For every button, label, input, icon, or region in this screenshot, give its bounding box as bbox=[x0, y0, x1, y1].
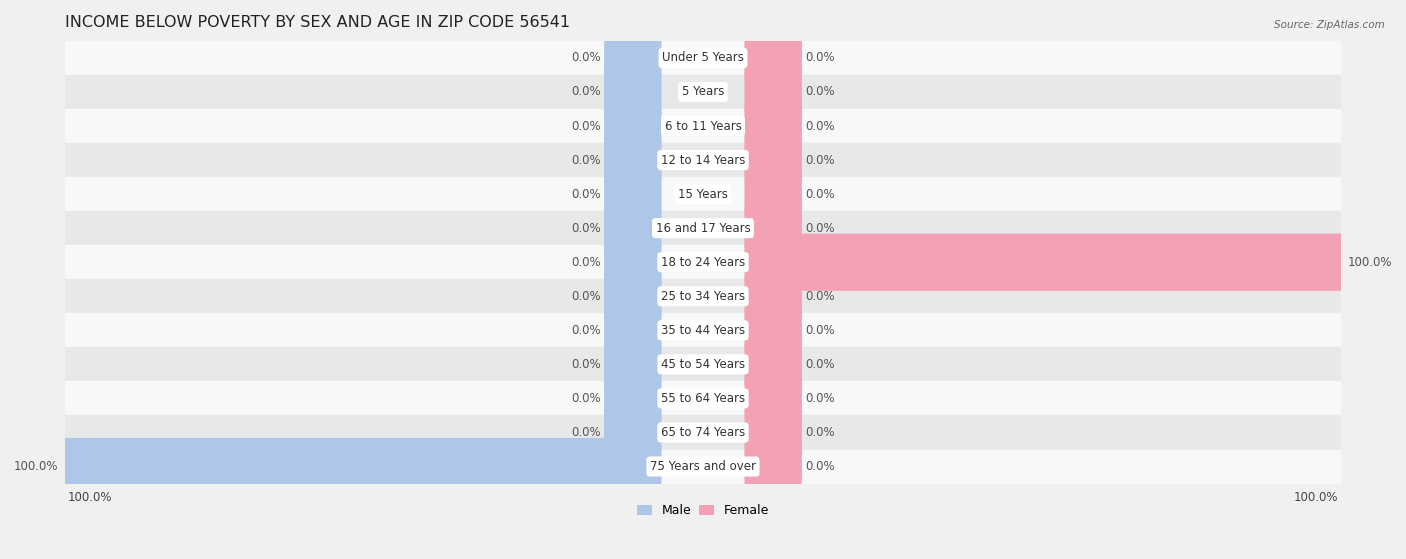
FancyBboxPatch shape bbox=[744, 336, 801, 393]
FancyBboxPatch shape bbox=[605, 336, 662, 393]
Text: 0.0%: 0.0% bbox=[571, 222, 600, 235]
FancyBboxPatch shape bbox=[605, 97, 662, 155]
Text: 0.0%: 0.0% bbox=[806, 188, 835, 201]
FancyBboxPatch shape bbox=[605, 63, 662, 121]
FancyBboxPatch shape bbox=[744, 268, 801, 325]
FancyBboxPatch shape bbox=[62, 438, 662, 495]
Bar bbox=[65, 211, 1341, 245]
Text: 45 to 54 Years: 45 to 54 Years bbox=[661, 358, 745, 371]
Text: 0.0%: 0.0% bbox=[571, 154, 600, 167]
Bar bbox=[65, 245, 1341, 280]
Text: 16 and 17 Years: 16 and 17 Years bbox=[655, 222, 751, 235]
FancyBboxPatch shape bbox=[605, 268, 662, 325]
Text: 0.0%: 0.0% bbox=[571, 426, 600, 439]
FancyBboxPatch shape bbox=[605, 29, 662, 87]
Text: 0.0%: 0.0% bbox=[571, 51, 600, 64]
Text: 0.0%: 0.0% bbox=[571, 120, 600, 132]
Bar bbox=[65, 109, 1341, 143]
Bar bbox=[65, 347, 1341, 381]
Legend: Male, Female: Male, Female bbox=[637, 504, 769, 517]
Text: 0.0%: 0.0% bbox=[806, 426, 835, 439]
FancyBboxPatch shape bbox=[744, 438, 801, 495]
FancyBboxPatch shape bbox=[744, 234, 1344, 291]
Text: 35 to 44 Years: 35 to 44 Years bbox=[661, 324, 745, 337]
FancyBboxPatch shape bbox=[605, 131, 662, 189]
FancyBboxPatch shape bbox=[605, 370, 662, 427]
Text: 100.0%: 100.0% bbox=[14, 460, 59, 473]
FancyBboxPatch shape bbox=[605, 404, 662, 461]
Bar bbox=[65, 75, 1341, 109]
Text: 25 to 34 Years: 25 to 34 Years bbox=[661, 290, 745, 303]
FancyBboxPatch shape bbox=[744, 404, 801, 461]
Bar bbox=[65, 177, 1341, 211]
Text: 0.0%: 0.0% bbox=[806, 392, 835, 405]
Text: 100.0%: 100.0% bbox=[1347, 255, 1392, 269]
Text: 5 Years: 5 Years bbox=[682, 86, 724, 98]
Text: 15 Years: 15 Years bbox=[678, 188, 728, 201]
Text: 55 to 64 Years: 55 to 64 Years bbox=[661, 392, 745, 405]
Bar bbox=[65, 280, 1341, 313]
Text: 12 to 14 Years: 12 to 14 Years bbox=[661, 154, 745, 167]
Text: 0.0%: 0.0% bbox=[806, 324, 835, 337]
Text: 0.0%: 0.0% bbox=[806, 290, 835, 303]
Text: Source: ZipAtlas.com: Source: ZipAtlas.com bbox=[1274, 20, 1385, 30]
Text: INCOME BELOW POVERTY BY SEX AND AGE IN ZIP CODE 56541: INCOME BELOW POVERTY BY SEX AND AGE IN Z… bbox=[65, 15, 569, 30]
FancyBboxPatch shape bbox=[744, 97, 801, 155]
Text: 0.0%: 0.0% bbox=[571, 392, 600, 405]
FancyBboxPatch shape bbox=[605, 200, 662, 257]
Text: 0.0%: 0.0% bbox=[806, 460, 835, 473]
Text: 0.0%: 0.0% bbox=[806, 51, 835, 64]
Text: 0.0%: 0.0% bbox=[806, 358, 835, 371]
FancyBboxPatch shape bbox=[605, 234, 662, 291]
FancyBboxPatch shape bbox=[744, 200, 801, 257]
Text: 0.0%: 0.0% bbox=[806, 154, 835, 167]
FancyBboxPatch shape bbox=[605, 302, 662, 359]
Bar bbox=[65, 415, 1341, 449]
Text: Under 5 Years: Under 5 Years bbox=[662, 51, 744, 64]
FancyBboxPatch shape bbox=[744, 165, 801, 222]
Text: 0.0%: 0.0% bbox=[806, 86, 835, 98]
Bar bbox=[65, 313, 1341, 347]
Bar bbox=[65, 143, 1341, 177]
FancyBboxPatch shape bbox=[744, 370, 801, 427]
Text: 100.0%: 100.0% bbox=[67, 491, 112, 504]
Text: 0.0%: 0.0% bbox=[571, 358, 600, 371]
FancyBboxPatch shape bbox=[605, 165, 662, 222]
Text: 75 Years and over: 75 Years and over bbox=[650, 460, 756, 473]
FancyBboxPatch shape bbox=[744, 63, 801, 121]
Text: 6 to 11 Years: 6 to 11 Years bbox=[665, 120, 741, 132]
Text: 100.0%: 100.0% bbox=[1294, 491, 1339, 504]
Text: 0.0%: 0.0% bbox=[571, 188, 600, 201]
Text: 65 to 74 Years: 65 to 74 Years bbox=[661, 426, 745, 439]
Bar bbox=[65, 449, 1341, 484]
Text: 0.0%: 0.0% bbox=[806, 120, 835, 132]
Text: 0.0%: 0.0% bbox=[571, 86, 600, 98]
Text: 18 to 24 Years: 18 to 24 Years bbox=[661, 255, 745, 269]
Text: 0.0%: 0.0% bbox=[571, 290, 600, 303]
Text: 0.0%: 0.0% bbox=[571, 255, 600, 269]
Bar bbox=[65, 381, 1341, 415]
Text: 0.0%: 0.0% bbox=[571, 324, 600, 337]
Text: 0.0%: 0.0% bbox=[806, 222, 835, 235]
FancyBboxPatch shape bbox=[744, 29, 801, 87]
Bar bbox=[65, 41, 1341, 75]
FancyBboxPatch shape bbox=[744, 302, 801, 359]
FancyBboxPatch shape bbox=[744, 131, 801, 189]
